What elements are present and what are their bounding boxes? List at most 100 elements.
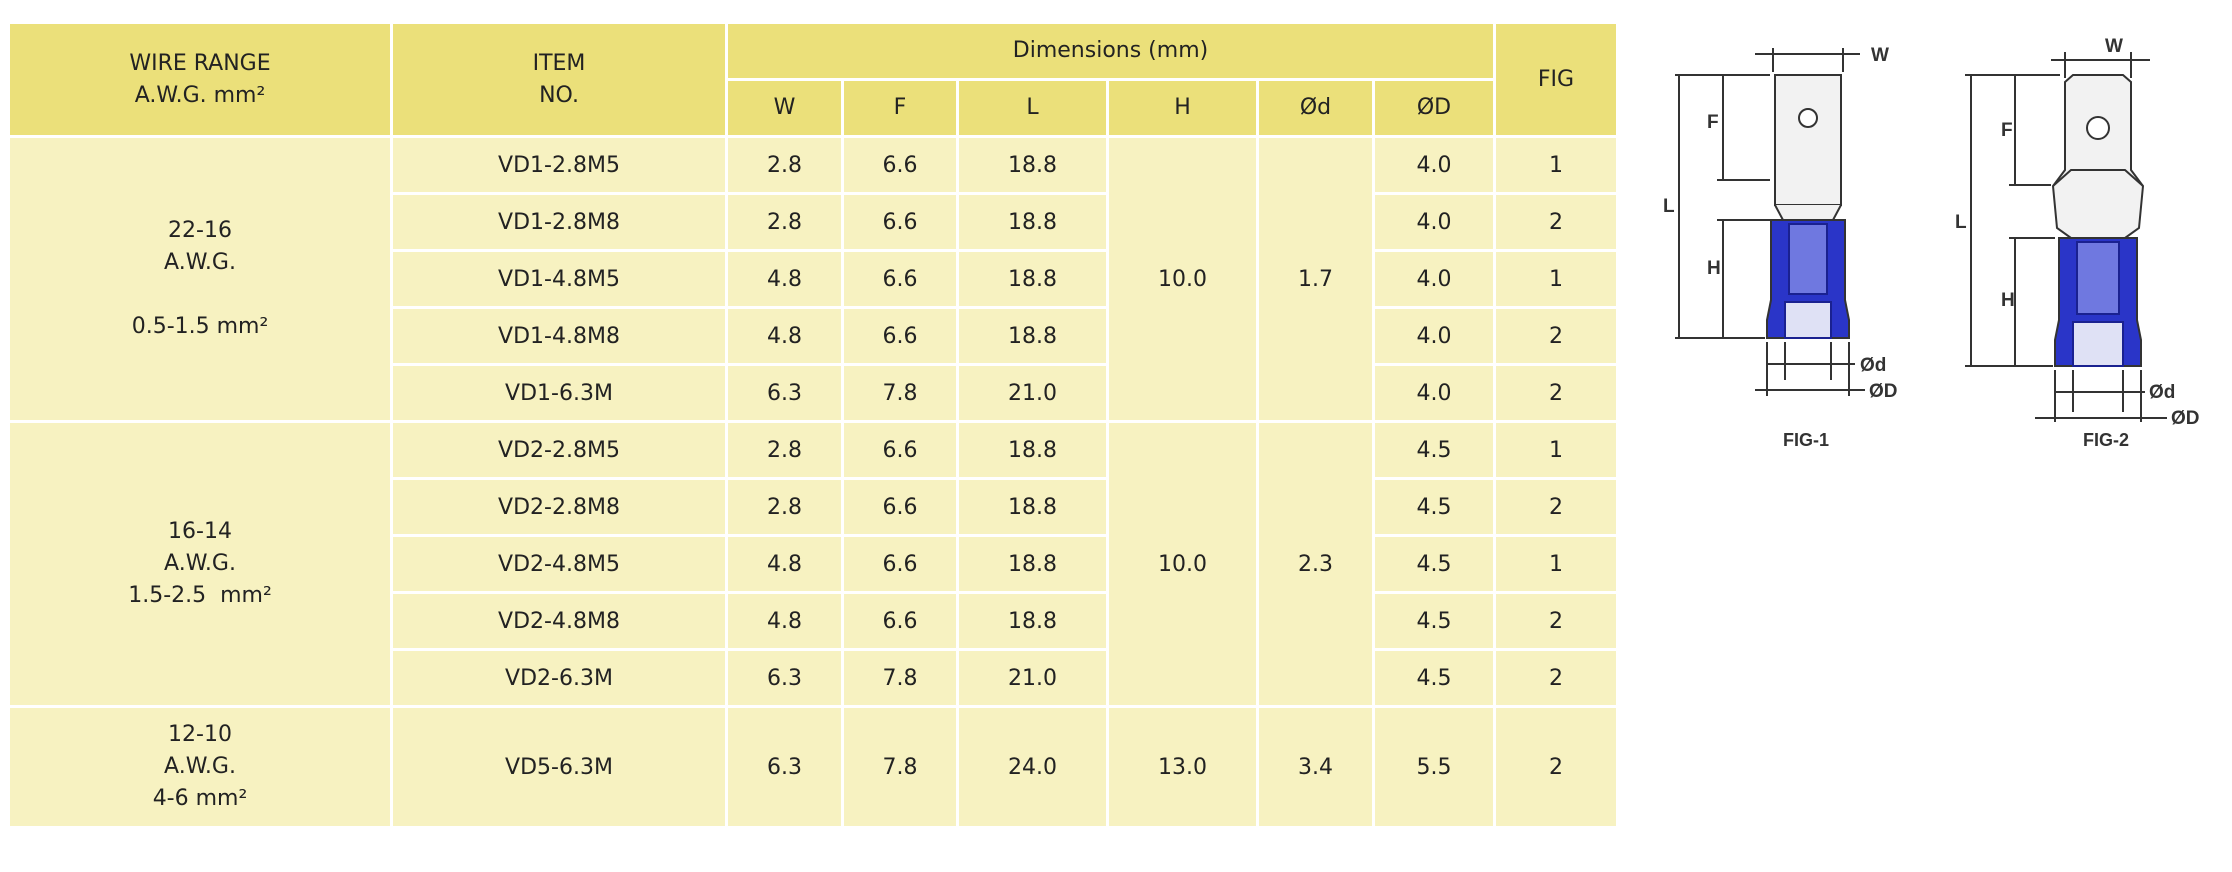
fig2-caption: FIG-2 bbox=[2083, 430, 2129, 450]
f-cell: 7.8 bbox=[841, 648, 959, 708]
f-cell: 7.8 bbox=[841, 705, 959, 829]
w-cell: 4.8 bbox=[725, 534, 844, 594]
fig2-f-label: F bbox=[2001, 120, 2013, 141]
table-row: VD2-2.8M8 2.8 6.6 18.8 4.5 2 bbox=[9, 477, 1619, 537]
d-outer-cell: 4.0 bbox=[1372, 192, 1496, 252]
header-wire-range: WIRE RANGE A.W.G. mm² bbox=[7, 21, 393, 138]
f-cell: 6.6 bbox=[841, 135, 959, 195]
d-outer-cell: 4.5 bbox=[1372, 477, 1496, 537]
f-cell: 6.6 bbox=[841, 192, 959, 252]
fig2-tab bbox=[2051, 74, 2145, 239]
l-cell: 18.8 bbox=[956, 477, 1109, 537]
w-cell: 6.3 bbox=[725, 648, 844, 708]
fig1-dd-label: ØD bbox=[1869, 381, 1898, 402]
d-inner-cell: 1.7 bbox=[1256, 135, 1375, 423]
d-outer-cell: 4.0 bbox=[1372, 135, 1496, 195]
fig1-drawing bbox=[1675, 48, 1865, 396]
item-no-cell: VD2-2.8M5 bbox=[390, 420, 728, 480]
table-row: VD2-6.3M 6.3 7.8 21.0 4.5 2 bbox=[9, 648, 1619, 708]
fig-cell: 1 bbox=[1493, 420, 1619, 480]
w-cell: 6.3 bbox=[725, 705, 844, 829]
l-cell: 18.8 bbox=[956, 591, 1109, 651]
table-row: VD1-6.3M 6.3 7.8 21.0 4.0 2 bbox=[9, 363, 1619, 423]
fig-cell: 1 bbox=[1493, 135, 1619, 195]
fig2-dd-label: ØD bbox=[2171, 408, 2200, 429]
header-fig: FIG bbox=[1493, 21, 1619, 138]
f-cell: 7.8 bbox=[841, 363, 959, 423]
wire-range-awg: 22-16 bbox=[168, 218, 232, 243]
l-cell: 18.8 bbox=[956, 249, 1109, 309]
fig-cell: 2 bbox=[1493, 591, 1619, 651]
w-cell: 2.8 bbox=[725, 477, 844, 537]
w-cell: 6.3 bbox=[725, 363, 844, 423]
fig-cell: 2 bbox=[1493, 705, 1619, 829]
d-outer-cell: 4.5 bbox=[1372, 648, 1496, 708]
header-h: H bbox=[1106, 78, 1259, 138]
fig1-tab bbox=[1774, 74, 1842, 206]
wire-range-cell: 22-16 A.W.G. 0.5-1.5 mm² bbox=[7, 135, 393, 423]
table-row: 12-10 A.W.G. 4-6 mm² VD5-6.3M 6.3 7.8 24… bbox=[7, 705, 1619, 829]
wire-range-mm: 4-6 mm² bbox=[152, 786, 248, 811]
f-cell: 6.6 bbox=[841, 306, 959, 366]
header-item-no: ITEM NO. bbox=[390, 21, 728, 138]
wire-range-unit: A.W.G. bbox=[164, 754, 236, 779]
item-no-cell: VD2-4.8M5 bbox=[390, 534, 728, 594]
wire-range-cell: 16-14 A.W.G. 1.5-2.5 mm² bbox=[7, 420, 393, 708]
fig1-l-label: L bbox=[1663, 196, 1675, 217]
terminal-spec-table: WIRE RANGE A.W.G. mm² ITEM NO. Dimension… bbox=[7, 21, 1619, 829]
fig2-l-label: L bbox=[1955, 212, 1967, 233]
table-row: 22-16 A.W.G. 0.5-1.5 mm² VD1-2.8M5 2.8 6… bbox=[7, 135, 1619, 423]
item-no-cell: VD1-2.8M5 bbox=[390, 135, 728, 195]
fig1-w-label: W bbox=[1871, 45, 1889, 66]
l-cell: 18.8 bbox=[956, 306, 1109, 366]
f-cell: 6.6 bbox=[841, 420, 959, 480]
header-w: W bbox=[725, 78, 844, 138]
fig2-h-label: H bbox=[2001, 290, 2015, 311]
table-row: VD1-4.8M8 4.8 6.6 18.8 4.0 2 bbox=[9, 306, 1619, 366]
d-outer-cell: 4.5 bbox=[1372, 420, 1496, 480]
d-outer-cell: 4.0 bbox=[1372, 249, 1496, 309]
l-cell: 18.8 bbox=[956, 420, 1109, 480]
fig2-shoulder-line bbox=[2052, 169, 2144, 187]
fig-cell: 1 bbox=[1493, 249, 1619, 309]
w-cell: 2.8 bbox=[725, 192, 844, 252]
d-inner-cell: 3.4 bbox=[1256, 705, 1375, 829]
item-no-cell: VD2-4.8M8 bbox=[390, 591, 728, 651]
d-outer-cell: 4.5 bbox=[1372, 591, 1496, 651]
l-cell: 18.8 bbox=[956, 192, 1109, 252]
item-no-cell: VD1-2.8M8 bbox=[390, 192, 728, 252]
d-outer-cell: 4.5 bbox=[1372, 534, 1496, 594]
header-d-inner: Ød bbox=[1256, 78, 1375, 138]
wire-range-mm: 1.5-2.5 mm² bbox=[128, 583, 272, 608]
w-cell: 4.8 bbox=[725, 306, 844, 366]
fig-cell: 1 bbox=[1493, 534, 1619, 594]
fig2-barrel bbox=[2076, 241, 2120, 315]
w-cell: 4.8 bbox=[725, 249, 844, 309]
fig1-d-label: Ød bbox=[1860, 355, 1886, 376]
terminal-figures: W F L H Ød ØD FIG-1 W F L H Ød ØD FIG-2 bbox=[1655, 20, 2215, 460]
table-row: 16-14 A.W.G. 1.5-2.5 mm² VD2-2.8M5 2.8 6… bbox=[7, 420, 1619, 708]
header-l: L bbox=[956, 78, 1109, 138]
item-no-cell: VD1-4.8M8 bbox=[390, 306, 728, 366]
header-wire-range-line2: A.W.G. mm² bbox=[134, 82, 266, 108]
header-d-outer: ØD bbox=[1372, 78, 1496, 138]
item-no-cell: VD1-4.8M5 bbox=[390, 249, 728, 309]
fig1-tab-hole bbox=[1798, 108, 1818, 128]
d-outer-cell: 4.0 bbox=[1372, 306, 1496, 366]
fig-cell: 2 bbox=[1493, 363, 1619, 423]
header-item-line2: NO. bbox=[539, 82, 579, 108]
item-no-cell: VD1-6.3M bbox=[390, 363, 728, 423]
table-row: VD1-2.8M8 2.8 6.6 18.8 4.0 2 bbox=[9, 192, 1619, 252]
wire-range-unit: A.W.G. bbox=[164, 250, 236, 275]
terminal-drawings-svg: W F L H Ød ØD FIG-1 W F L H Ød ØD FIG-2 bbox=[1663, 36, 2200, 450]
fig2-wire-entry bbox=[2072, 321, 2124, 367]
w-cell: 2.8 bbox=[725, 420, 844, 480]
fig1-caption: FIG-1 bbox=[1783, 430, 1829, 450]
fig-cell: 2 bbox=[1493, 306, 1619, 366]
l-cell: 24.0 bbox=[956, 705, 1109, 829]
l-cell: 18.8 bbox=[956, 534, 1109, 594]
w-cell: 4.8 bbox=[725, 591, 844, 651]
table-row: VD1-4.8M5 4.8 6.6 18.8 4.0 1 bbox=[9, 249, 1619, 309]
wire-range-mm: 0.5-1.5 mm² bbox=[131, 314, 269, 339]
wire-range-awg: 16-14 bbox=[168, 519, 232, 544]
